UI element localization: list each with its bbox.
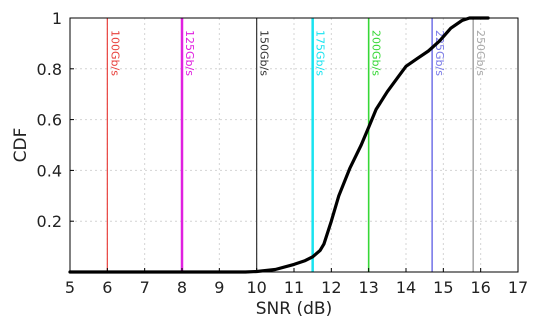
x-tick-label: 5 (65, 278, 75, 297)
threshold-label: 150Gb/s (258, 30, 271, 76)
threshold-label: 225Gb/s (433, 30, 446, 76)
x-tick-label: 12 (321, 278, 341, 297)
threshold-label: 100Gb/s (108, 30, 121, 76)
threshold-label: 200Gb/s (370, 30, 383, 76)
x-tick-label: 17 (508, 278, 528, 297)
threshold-label: 125Gb/s (183, 30, 196, 76)
x-axis-title: SNR (dB) (256, 299, 332, 319)
y-axis-title: CDF (11, 128, 31, 163)
y-tick-label: 0.6 (37, 111, 62, 130)
x-tick-label: 9 (214, 278, 224, 297)
x-tick-label: 8 (177, 278, 187, 297)
y-tick-label: 0.8 (37, 60, 62, 79)
y-tick-label: 0.4 (37, 161, 62, 180)
x-tick-label: 16 (470, 278, 490, 297)
series-layer (68, 16, 490, 274)
grid-lines (70, 18, 518, 272)
x-tick-label: 14 (396, 278, 416, 297)
threshold-lines: 100Gb/s 125Gb/s 150Gb/s 175Gb/s 200Gb/s 225Gb… (106, 18, 487, 272)
x-tick-label: 11 (284, 278, 304, 297)
threshold-label: 175Gb/s (314, 30, 327, 76)
y-tick-label: 0.2 (37, 212, 62, 231)
x-tick-label: 15 (433, 278, 453, 297)
x-tick-label: 13 (358, 278, 378, 297)
cdf-curve (68, 16, 490, 274)
threshold-label: 250Gb/s (474, 30, 487, 76)
y-tick-label: 1 (52, 9, 62, 28)
x-tick-label: 10 (246, 278, 266, 297)
x-tick-labels: 5 6 7 8 9 10 11 12 13 14 15 16 17 (65, 268, 528, 297)
y-tick-labels: 0.2 0.4 0.6 0.8 1 (37, 9, 74, 231)
x-tick-label: 6 (102, 278, 112, 297)
x-tick-label: 7 (140, 278, 150, 297)
